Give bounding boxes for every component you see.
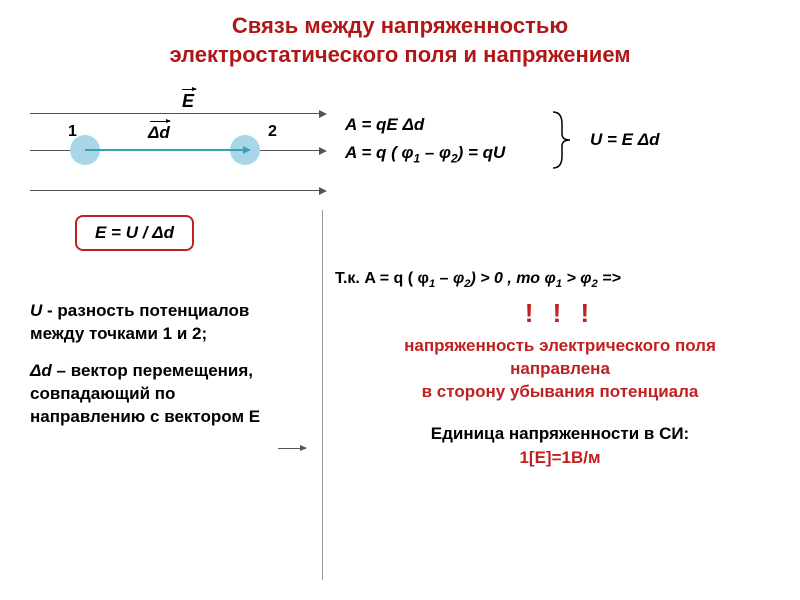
displacement-vector <box>85 149 245 151</box>
dd-vector-bar <box>150 121 170 122</box>
point-1-label: 1 <box>68 123 77 141</box>
page-title: Связь между напряженностью электростатич… <box>0 0 800 69</box>
e-vector-label: E <box>182 91 194 112</box>
definitions-block: U - разность потенциалов между точками 1… <box>30 300 280 443</box>
point-2-label: 2 <box>268 123 277 141</box>
field-line-2-arrow <box>319 147 327 155</box>
main-formula-box: E = U / Δd <box>75 215 194 251</box>
since-line: Т.к. A = q ( φ1 – φ2) > 0 , то φ1 > φ2 =… <box>335 270 785 290</box>
field-diagram: E 1 2 Δd <box>30 95 330 235</box>
dd-label: Δd <box>148 123 170 143</box>
result-equation: U = E Δd <box>590 130 660 150</box>
field-line-3-arrow <box>319 187 327 195</box>
conclusion-block: Т.к. A = q ( φ1 – φ2) > 0 , то φ1 > φ2 =… <box>335 270 785 470</box>
title-line-2: электростатического поля и напряжением <box>0 41 800 70</box>
si-unit-block: Единица напряженности в СИ: 1[E]=1В/м <box>335 422 785 470</box>
inline-arrow-icon <box>278 448 306 449</box>
u-definition: U - разность потенциалов между точками 1… <box>30 300 280 346</box>
field-line-1-arrow <box>319 110 327 118</box>
displacement-arrow <box>243 146 251 154</box>
main-formula: E = U / Δd <box>95 223 174 242</box>
field-line-3 <box>30 190 320 191</box>
si-label: Единица напряженности в СИ: <box>335 422 785 446</box>
red-statement: напряженность электрического поля направ… <box>335 335 785 404</box>
curly-bracket <box>550 110 576 170</box>
si-value: 1[E]=1В/м <box>335 446 785 470</box>
exclamation-marks: ! ! ! <box>335 298 785 329</box>
vertical-divider <box>322 210 323 580</box>
e-vector-bar <box>182 89 196 90</box>
field-line-1 <box>30 113 320 114</box>
title-line-1: Связь между напряженностью <box>0 12 800 41</box>
dd-definition: Δd – вектор перемещения, совпадающий по … <box>30 360 280 429</box>
